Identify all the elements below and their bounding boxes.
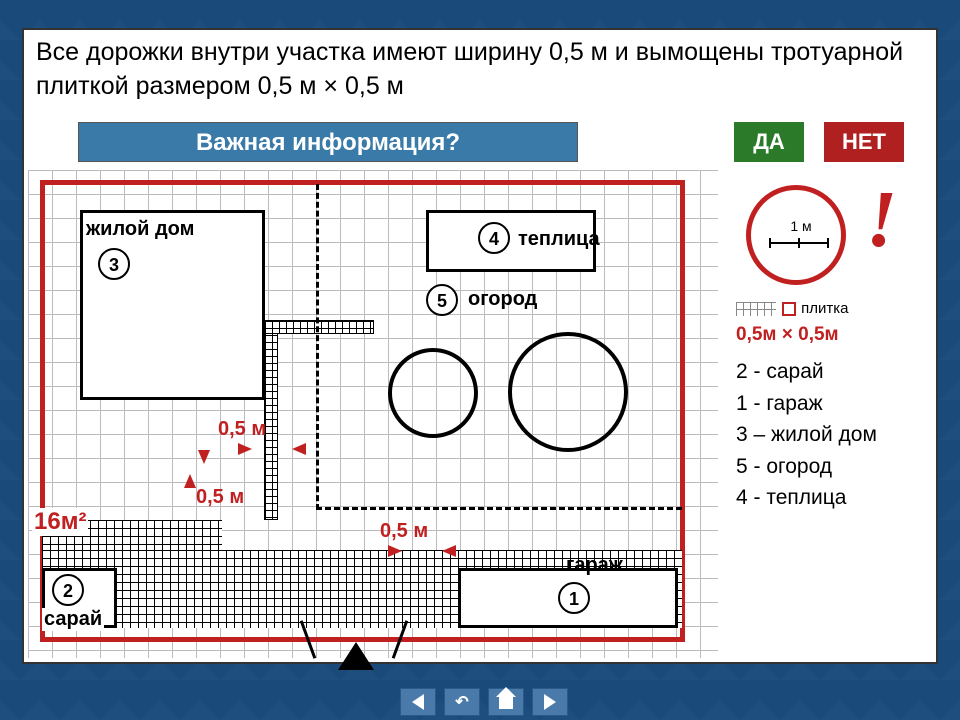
legend-list: 2 - сарай 1 - гараж 3 – жилой дом 5 - ог… [736, 356, 936, 514]
arrow-down-icon [198, 450, 210, 469]
arrow-left-icon-2 [442, 544, 456, 562]
scale-circle: 1 м [746, 185, 846, 285]
plot-diagram: жилой дом 3 4 теплица 5 огород 2 сарай 1… [28, 170, 718, 658]
entrance-arrow-icon [338, 642, 374, 670]
marker-2: 2 [52, 574, 84, 606]
dim-label-2: 0,5 м [196, 486, 244, 509]
tile-square-icon [782, 302, 796, 316]
nav-prev-button[interactable] [400, 688, 436, 716]
marker-3: 3 [98, 248, 130, 280]
scale-ruler [769, 242, 829, 252]
legend-area: 1 м ! плитка 0,5м × 0,5м 2 - сарай 1 - г… [736, 185, 936, 514]
tile-word: плитка [801, 300, 848, 317]
area-label: 16м² [32, 508, 88, 536]
marker-5: 5 [426, 284, 458, 316]
triangle-right-icon [544, 694, 556, 710]
arrow-right-icon [238, 442, 252, 460]
yes-button[interactable]: ДА [734, 122, 804, 162]
legend-item: 4 - теплица [736, 482, 936, 514]
nav-next-button[interactable] [532, 688, 568, 716]
marker-1: 1 [558, 582, 590, 614]
legend-item: 3 – жилой дом [736, 419, 936, 451]
barn-label: сарай [42, 608, 104, 631]
greenhouse-label: теплица [518, 228, 600, 251]
problem-text: Все дорожки внутри участка имеют ширину … [36, 36, 924, 104]
tile-size-label: 0,5м × 0,5м [736, 324, 936, 346]
nav-undo-button[interactable]: ↶ [444, 688, 480, 716]
legend-item: 2 - сарай [736, 356, 936, 388]
no-button[interactable]: НЕТ [824, 122, 904, 162]
undo-icon: ↶ [455, 692, 468, 712]
arrow-left-icon [292, 442, 306, 460]
scale-label: 1 м [769, 218, 833, 234]
exclaim-icon: ! [866, 175, 897, 266]
garden-label: огород [468, 288, 537, 311]
circle-large [508, 332, 628, 452]
arrow-right-icon-2 [388, 544, 402, 562]
home-icon [499, 695, 513, 709]
tile-grid-icon [736, 302, 776, 316]
tile-legend-row: плитка [736, 297, 936, 320]
nav-buttons: ↶ [400, 688, 568, 716]
nav-home-button[interactable] [488, 688, 524, 716]
dim-label-3: 0,5 м [380, 520, 428, 543]
info-banner: Важная информация? [78, 122, 578, 162]
dim-label-1: 0,5 м [218, 418, 266, 441]
garage-label: гараж [566, 554, 623, 577]
circle-small [388, 348, 478, 438]
legend-item: 1 - гараж [736, 388, 936, 420]
arrow-up-icon [184, 474, 196, 493]
main-panel: Все дорожки внутри участка имеют ширину … [22, 28, 938, 664]
legend-item: 5 - огород [736, 451, 936, 483]
house-label: жилой дом [86, 218, 194, 241]
triangle-left-icon [412, 694, 424, 710]
marker-4: 4 [478, 222, 510, 254]
